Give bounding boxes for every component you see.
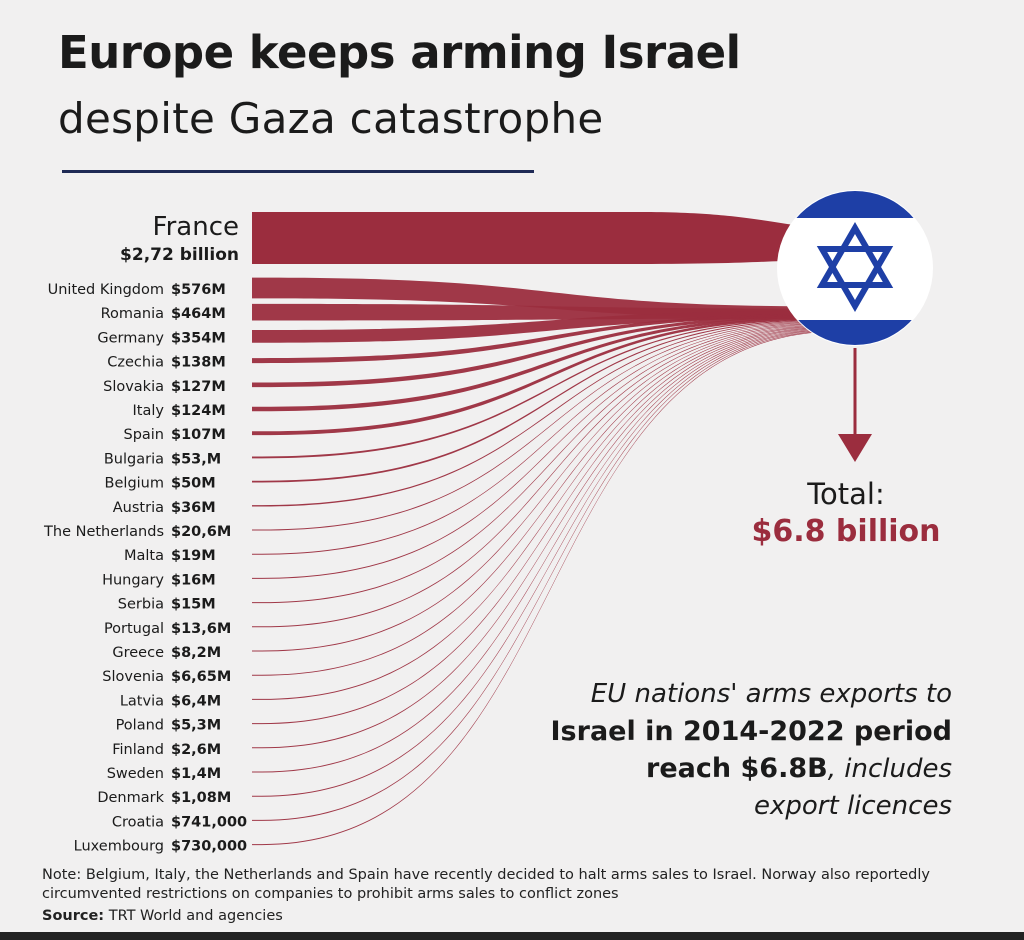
flag-stripe-top (778, 191, 932, 218)
country-name: Belgium (105, 476, 164, 492)
country-value: $53,M (171, 451, 221, 467)
country-name: Spain (123, 427, 164, 443)
country-name: Serbia (118, 597, 164, 613)
country-name: Sweden (107, 766, 164, 782)
caption-line-1: EU nations' arms exports to (590, 679, 952, 709)
country-value: $138M (171, 355, 226, 371)
country-name: Malta (124, 548, 164, 564)
country-value: $741,000 (171, 814, 247, 830)
country-value: $464M (171, 306, 226, 322)
caption-line-3-bold: reach $6.8B (646, 753, 828, 784)
flow-group (252, 212, 840, 846)
country-value: $576M (171, 282, 226, 298)
country-name: Croatia (112, 814, 164, 830)
source-line: Source: TRT World and agencies (42, 908, 283, 924)
country-name: Italy (133, 403, 165, 419)
flow-greece (252, 324, 840, 652)
country-name: Denmark (97, 790, 164, 806)
total-value: $6.8 billion (751, 514, 941, 549)
country-name: Portugal (104, 621, 164, 637)
country-value: $127M (171, 379, 226, 395)
france-label: France (152, 212, 239, 242)
israel-flag-icon (777, 190, 933, 346)
country-value: $19M (171, 548, 216, 564)
country-name: The Netherlands (43, 524, 164, 540)
country-value: $6,65M (171, 669, 231, 685)
country-value: $1,4M (171, 766, 221, 782)
country-name: Greece (112, 645, 164, 661)
country-value: $5,3M (171, 718, 221, 734)
country-name: Luxembourg (74, 839, 164, 855)
country-name: United Kingdom (48, 282, 164, 298)
summary-caption: EU nations' arms exports to Israel in 20… (551, 676, 952, 825)
caption-line-3-italic: , includes (827, 754, 952, 784)
flow-portugal (252, 323, 840, 628)
country-name: Latvia (120, 693, 164, 709)
france-value: $2,72 billion (120, 245, 239, 265)
country-value: $50M (171, 476, 216, 492)
country-value: $2,6M (171, 742, 221, 758)
title-divider (62, 170, 534, 173)
country-value: $124M (171, 403, 226, 419)
flag-circle (777, 190, 933, 346)
bottom-bar (0, 932, 1024, 940)
country-value: $107M (171, 427, 226, 443)
country-name: Hungary (102, 572, 164, 588)
flow-slovakia (252, 314, 840, 388)
flow-belgium (252, 318, 840, 483)
star-of-david-icon (816, 222, 894, 312)
country-value: $20,6M (171, 524, 231, 540)
flow-czechia (252, 313, 840, 364)
country-value: $1,08M (171, 790, 231, 806)
footnote: Note: Belgium, Italy, the Netherlands an… (42, 867, 930, 902)
country-value: $8,2M (171, 645, 221, 661)
page-subtitle: despite Gaza catastrophe (58, 94, 604, 143)
country-name: Czechia (107, 355, 164, 371)
caption-line-2: Israel in 2014-2022 period (550, 716, 952, 747)
caption-line-4: export licences (754, 791, 952, 821)
country-name: Poland (116, 718, 164, 734)
source-text: TRT World and agencies (104, 908, 283, 924)
country-name: Romania (101, 306, 164, 322)
country-value: $36M (171, 500, 216, 516)
country-name: Bulgaria (104, 451, 164, 467)
down-arrow-icon (838, 348, 872, 462)
total-label: Total: (807, 477, 885, 511)
country-name: Slovakia (103, 379, 164, 395)
country-value: $13,6M (171, 621, 231, 637)
country-label-group: United Kingdom $576M Romania $464M Germany $3… (43, 282, 247, 855)
country-name: Germany (97, 330, 164, 346)
country-value: $15M (171, 597, 216, 613)
country-name: Austria (113, 500, 164, 516)
country-name: Slovenia (102, 669, 164, 685)
country-value: $730,000 (171, 839, 247, 855)
country-name: Finland (112, 742, 164, 758)
page-title: Europe keeps arming Israel (58, 26, 741, 79)
flow-france (252, 212, 840, 264)
flow-italy (252, 315, 840, 412)
country-value: $6,4M (171, 693, 221, 709)
country-value: $354M (171, 330, 226, 346)
country-value: $16M (171, 572, 216, 588)
source-label: Source: (42, 908, 105, 924)
